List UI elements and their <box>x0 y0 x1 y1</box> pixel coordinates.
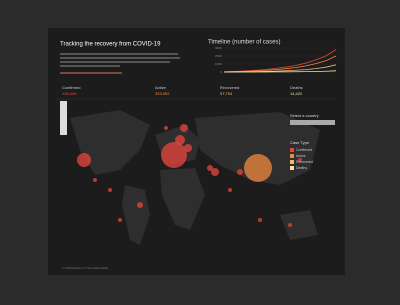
select-label: Select a country <box>290 113 319 118</box>
kpi-label: Recovered <box>220 85 239 90</box>
zoom-controls[interactable] <box>60 101 67 135</box>
kpi-label: Deaths <box>290 85 303 90</box>
kpi-label: Confirmed <box>62 85 80 90</box>
footer: © 2020 Mapbox © OpenStreetMap <box>62 266 109 270</box>
legend-label: Recovered <box>296 160 313 164</box>
y-tick-label: 0 <box>220 70 222 74</box>
kpi-value: 14,422 <box>290 91 303 96</box>
legend-label: Confirmed <box>296 148 312 152</box>
kpi-value: 57,794 <box>220 91 233 96</box>
description <box>60 53 180 74</box>
legend: Confirmed Active Recovered Deaths <box>290 148 313 170</box>
series-line <box>223 55 337 73</box>
series-line <box>223 70 337 73</box>
case-type-label: Case Type <box>290 140 310 145</box>
map <box>70 110 320 245</box>
timeline-title: Timeline (number of cases) <box>208 40 280 46</box>
legend-swatch <box>290 166 294 170</box>
y-tick-label: 300K <box>215 46 222 50</box>
legend-label: Deaths <box>296 166 307 170</box>
y-tick-label: 100K <box>215 62 222 66</box>
legend-label: Active <box>296 154 306 158</box>
legend-swatch <box>290 154 294 158</box>
title: Tracking the recovery from COVID-19 <box>60 42 161 48</box>
country-select[interactable] <box>290 120 335 125</box>
bubbles <box>77 124 302 227</box>
kpi-label: Active <box>155 85 167 90</box>
kpi-value: 106,065 <box>62 91 77 96</box>
legend-swatch <box>290 148 294 152</box>
kpi-value: 329,592 <box>155 91 170 96</box>
y-tick-label: 200K <box>215 54 222 58</box>
timeline: 0 100K 200K 300K <box>215 46 337 74</box>
legend-swatch <box>290 160 294 164</box>
